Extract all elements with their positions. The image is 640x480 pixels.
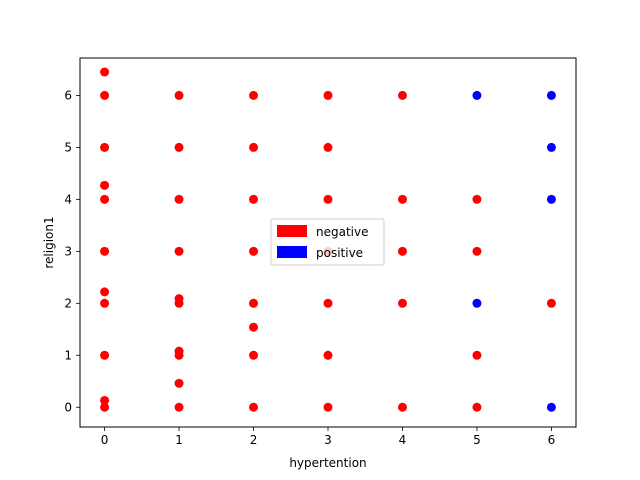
legend: negative positive (270, 218, 385, 266)
data-point-negative (249, 90, 259, 100)
data-point-negative (100, 395, 110, 405)
data-point-negative (249, 402, 259, 412)
data-point-negative (249, 142, 259, 152)
data-point-negative (397, 246, 407, 256)
x-axis-label: hypertention (289, 456, 366, 470)
y-axis-ticks: 0 1 2 3 4 5 6 (64, 88, 80, 414)
data-point-negative (323, 298, 333, 308)
x-tick-label: 6 (548, 433, 556, 447)
data-point-negative (323, 350, 333, 360)
data-point-negative (100, 67, 110, 77)
data-point-positive (546, 142, 556, 152)
x-tick-label: 2 (250, 433, 258, 447)
data-point-negative (174, 194, 184, 204)
data-point-negative (100, 402, 110, 412)
data-point-negative (249, 322, 259, 332)
legend-label-positive: positive (316, 246, 363, 260)
y-tick-label: 0 (64, 400, 72, 414)
data-point-negative (249, 298, 259, 308)
data-point-negative (397, 90, 407, 100)
data-point-negative (100, 298, 110, 308)
legend-swatch-negative (277, 225, 307, 237)
data-point-negative (249, 246, 259, 256)
data-point-negative (397, 298, 407, 308)
data-point-negative (174, 402, 184, 412)
data-point-positive (546, 194, 556, 204)
data-point-negative (100, 142, 110, 152)
y-tick-label: 1 (64, 348, 72, 362)
data-point-negative (472, 246, 482, 256)
data-point-positive (546, 402, 556, 412)
y-axis-label: religion1 (42, 216, 56, 268)
data-point-positive (472, 90, 482, 100)
y-tick-label: 5 (64, 140, 72, 154)
legend-label-negative: negative (316, 225, 368, 239)
x-tick-label: 3 (324, 433, 332, 447)
data-point-negative (100, 194, 110, 204)
x-tick-label: 4 (399, 433, 407, 447)
x-axis-ticks: 0 1 2 3 4 5 6 (101, 427, 555, 447)
data-point-negative (546, 298, 556, 308)
data-point-negative (323, 402, 333, 412)
data-point-negative (249, 350, 259, 360)
data-point-negative (174, 142, 184, 152)
data-point-negative (323, 142, 333, 152)
data-point-negative (472, 350, 482, 360)
y-tick-label: 2 (64, 296, 72, 310)
data-point-negative (174, 346, 184, 356)
y-tick-label: 6 (64, 88, 72, 102)
legend-swatch-positive (277, 246, 307, 258)
data-point-negative (100, 350, 110, 360)
x-tick-label: 0 (101, 433, 109, 447)
data-point-positive (472, 298, 482, 308)
y-tick-label: 3 (64, 244, 72, 258)
data-point-negative (174, 294, 184, 304)
data-point-negative (323, 194, 333, 204)
x-tick-label: 1 (175, 433, 183, 447)
data-point-negative (100, 90, 110, 100)
data-point-negative (100, 287, 110, 297)
y-tick-label: 4 (64, 192, 72, 206)
data-points (100, 67, 556, 412)
data-point-negative (249, 194, 259, 204)
data-point-positive (546, 90, 556, 100)
x-tick-label: 5 (473, 433, 481, 447)
data-point-negative (397, 402, 407, 412)
data-point-negative (323, 90, 333, 100)
data-point-negative (472, 194, 482, 204)
data-point-negative (174, 378, 184, 388)
data-point-negative (100, 246, 110, 256)
data-point-negative (100, 180, 110, 190)
data-point-negative (174, 246, 184, 256)
data-point-negative (397, 194, 407, 204)
data-point-negative (472, 402, 482, 412)
data-point-negative (174, 90, 184, 100)
